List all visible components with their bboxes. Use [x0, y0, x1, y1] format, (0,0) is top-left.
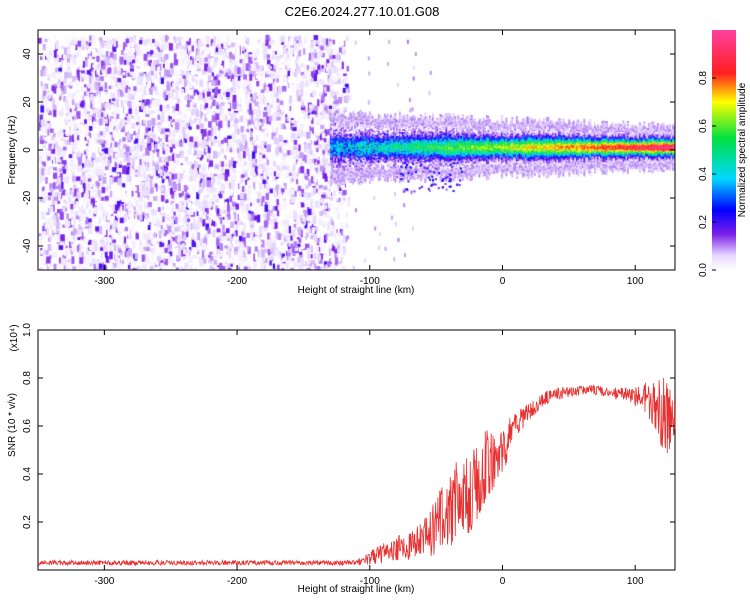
colorbar-tick-label: 0.4	[698, 167, 709, 181]
snr-ytick-label: 0.8	[22, 371, 33, 385]
snr-ytick-label: 0.4	[22, 467, 33, 481]
snr-ylabel: SNR (10 * v/v)	[7, 393, 18, 457]
snr-ytick-label: 0.2	[22, 515, 33, 529]
spectrogram-xtick-label: -300	[94, 276, 114, 287]
spectrogram-xtick-label: 0	[500, 276, 506, 287]
snr-ytick-label: 0.6	[22, 419, 33, 433]
snr-multiplier: (x10⁴)	[9, 324, 20, 351]
colorbar-tick-label: 0.0	[698, 263, 709, 277]
spectrogram-ytick-label: -20	[22, 190, 33, 205]
colorbar-tick-label: 0.6	[698, 119, 709, 133]
figure-title: C2E6.2024.277.10.01.G08	[285, 4, 440, 19]
spectrogram-xtick-label: -200	[227, 276, 247, 287]
colorbar-tick-label: 0.8	[698, 71, 709, 85]
spectrogram-raster	[38, 30, 675, 270]
spectrogram-ytick-label: 0	[22, 147, 33, 153]
snr-xtick-label: -200	[227, 576, 247, 587]
colorbar-label: Normalized spectral amplitude	[737, 82, 748, 217]
snr-xtick-label: 100	[627, 576, 644, 587]
spectrogram-xtick-label: -100	[360, 276, 380, 287]
snr-axes: -300 -200 -100 0 100 0.2 0.4 0.6 0.8 1.0	[22, 323, 675, 587]
snr-xtick-label: -100	[360, 576, 380, 587]
snr-xtick-label: 0	[500, 576, 506, 587]
snr-ytick-label: 1.0	[22, 323, 33, 337]
colorbar-tick-label: 0.2	[698, 215, 709, 229]
spectrogram-ylabel: Frequency (Hz)	[7, 116, 18, 185]
spectrogram-xtick-label: 100	[627, 276, 644, 287]
snr-xtick-label: -300	[94, 576, 114, 587]
snr-xlabel: Height of straight line (km)	[298, 584, 415, 595]
spectrogram-xlabel: Height of straight line (km)	[298, 285, 415, 296]
snr-series-line	[37, 378, 676, 567]
spectrogram-ytick-label: -40	[22, 238, 33, 253]
snr-frame	[37, 329, 676, 571]
colorbar	[712, 30, 736, 270]
spectrogram-ytick-label: 20	[22, 96, 33, 108]
colorbar-axes: 0.0 0.2 0.4 0.6 0.8	[698, 71, 716, 277]
spectrogram-ytick-label: 40	[22, 48, 33, 60]
